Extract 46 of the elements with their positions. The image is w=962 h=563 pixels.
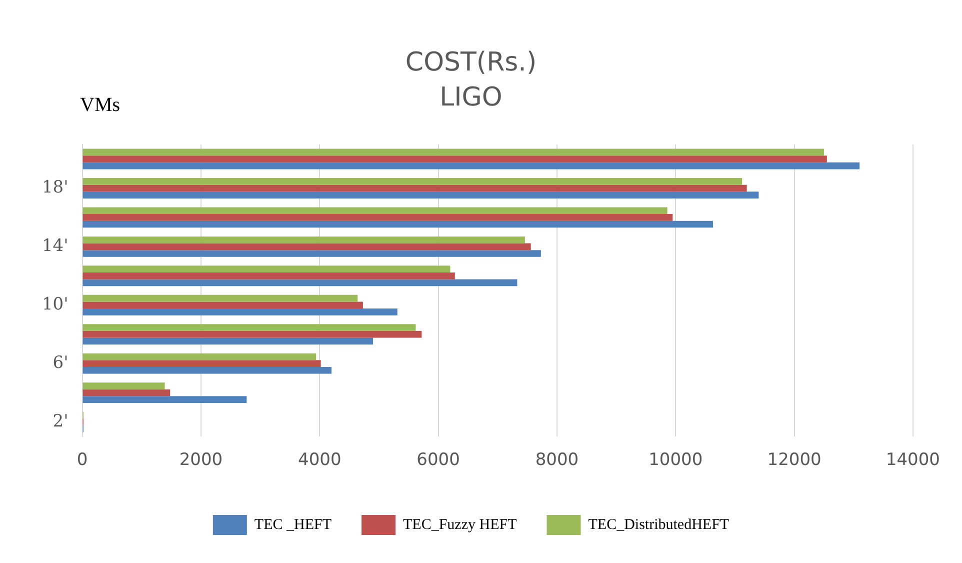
bar — [82, 243, 531, 250]
legend-label: TEC _HEFT — [254, 516, 332, 533]
bar — [82, 308, 398, 316]
y-tick-label: 14' — [42, 236, 68, 256]
bar — [82, 207, 668, 214]
bar — [82, 214, 673, 221]
y-tick-label: 6' — [52, 352, 68, 373]
y-tick-label: 18' — [42, 178, 68, 198]
chart-subtitle: LIGO — [440, 82, 502, 113]
bar — [82, 382, 165, 390]
bar — [82, 178, 742, 185]
bar — [82, 353, 316, 360]
x-tick-label: 4000 — [298, 450, 342, 470]
bar — [82, 148, 824, 156]
bar — [82, 330, 422, 338]
bar — [82, 156, 827, 162]
x-tick-label: 12000 — [767, 450, 822, 470]
bar — [82, 338, 374, 345]
x-tick-label: 6000 — [416, 450, 460, 470]
y-tick-label: 2' — [52, 411, 68, 432]
x-tick-label: 0 — [76, 450, 88, 470]
legend-label: TEC_Fuzzy HEFT — [403, 516, 517, 533]
chart-title: COST(Rs.) — [405, 47, 537, 78]
x-tick-label: 8000 — [535, 450, 579, 470]
bar — [82, 192, 759, 198]
y-axis-title: VMs — [80, 94, 120, 117]
bar — [82, 324, 416, 331]
y-tick-label: 10' — [42, 294, 68, 315]
bar — [82, 250, 541, 257]
bar — [82, 162, 860, 170]
x-tick-label: 14000 — [886, 450, 940, 470]
legend-label: TEC_DistributedHEFT — [588, 516, 730, 533]
bar — [82, 360, 321, 367]
bar — [82, 366, 332, 374]
bar — [82, 220, 714, 228]
bar — [82, 294, 358, 302]
bar — [82, 184, 747, 192]
bar — [82, 279, 518, 286]
bar — [82, 266, 450, 272]
x-tick-label: 10000 — [648, 450, 703, 470]
bar — [82, 236, 525, 244]
bar — [82, 389, 170, 396]
bar — [82, 302, 363, 309]
bar — [82, 272, 455, 280]
x-tick-label: 2000 — [179, 450, 223, 470]
bar — [82, 396, 247, 403]
